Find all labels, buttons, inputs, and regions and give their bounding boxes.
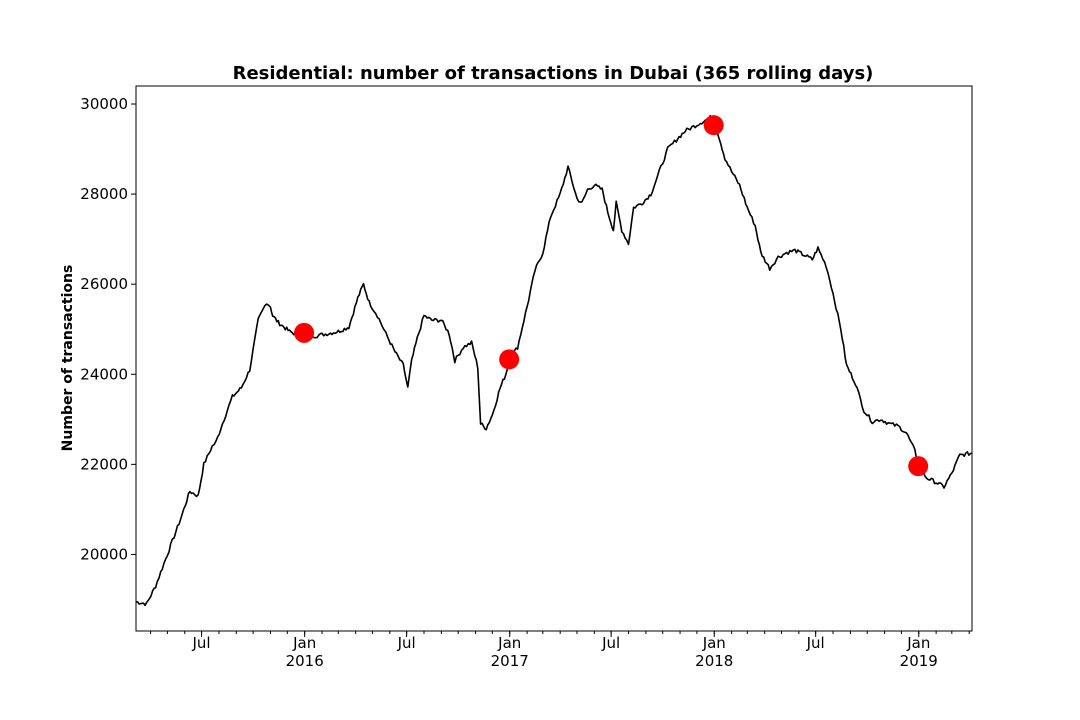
y-tick-label-5: 30000 [80,95,128,113]
y-tick-label-2: 24000 [80,365,128,383]
x-tick-label-4: Jul [601,634,620,652]
y-axis-label: Number of transactions [60,265,76,452]
x-tick-year-1: 2016 [286,652,324,670]
y-tick-label-0: 20000 [80,545,128,563]
x-tick-label-2: Jul [397,634,416,652]
chart-title: Residential: number of transactions in D… [233,63,874,84]
y-tick-label-1: 22000 [80,455,128,473]
plot-marks [136,114,973,607]
y-axis: 20000 22000 24000 26000 28000 30000 [80,95,136,563]
x-tick-label-5: Jan [702,634,726,652]
x-tick-label-3: Jan [497,634,521,652]
series-line-0 [136,114,973,607]
x-tick-year-7: 2019 [900,652,938,670]
marker-point-3 [908,456,929,477]
marker-point-2 [703,115,724,136]
x-tick-year-3: 2017 [491,652,529,670]
x-tick-label-0: Jul [192,634,211,652]
x-tick-label-7: Jan [906,634,930,652]
x-tick-label-1: Jan [292,634,316,652]
marker-point-1 [499,349,520,370]
y-tick-label-3: 26000 [80,275,128,293]
x-tick-year-5: 2018 [695,652,733,670]
x-tick-label-6: Jul [806,634,825,652]
marker-point-0 [294,322,315,343]
plot-frame [135,85,973,632]
y-tick-label-4: 28000 [80,185,128,203]
